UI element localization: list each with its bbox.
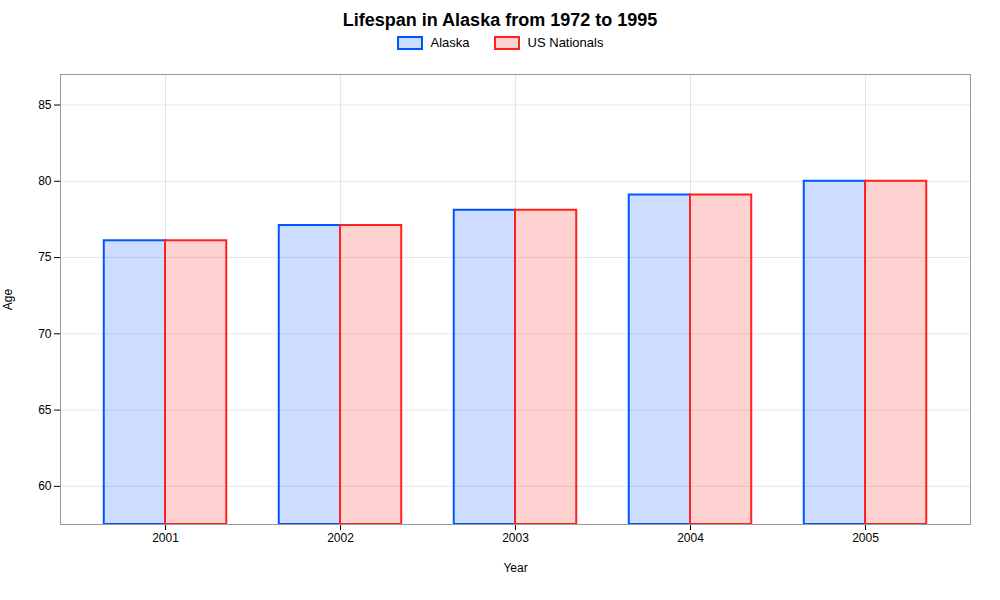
svg-text:Age: Age — [1, 289, 15, 311]
svg-text:Year: Year — [503, 561, 527, 575]
svg-text:60: 60 — [38, 479, 52, 493]
svg-text:70: 70 — [38, 327, 52, 341]
html-text:Alaska: Alaska — [430, 35, 470, 50]
svg-text:65: 65 — [38, 403, 52, 417]
svg-text:2002: 2002 — [327, 531, 354, 545]
svg-text:85: 85 — [38, 98, 52, 112]
svg-text:80: 80 — [38, 174, 52, 188]
svg-text:75: 75 — [38, 250, 52, 264]
svg-text:2005: 2005 — [852, 531, 879, 545]
html-text:US Nationals: US Nationals — [527, 35, 604, 50]
svg-text:2001: 2001 — [152, 531, 179, 545]
html-text:Lifespan in Alaska from 1972 t: Lifespan in Alaska from 1972 to 1995 — [342, 10, 658, 30]
svg-text:2003: 2003 — [502, 531, 529, 545]
svg-text:2004: 2004 — [677, 531, 704, 545]
